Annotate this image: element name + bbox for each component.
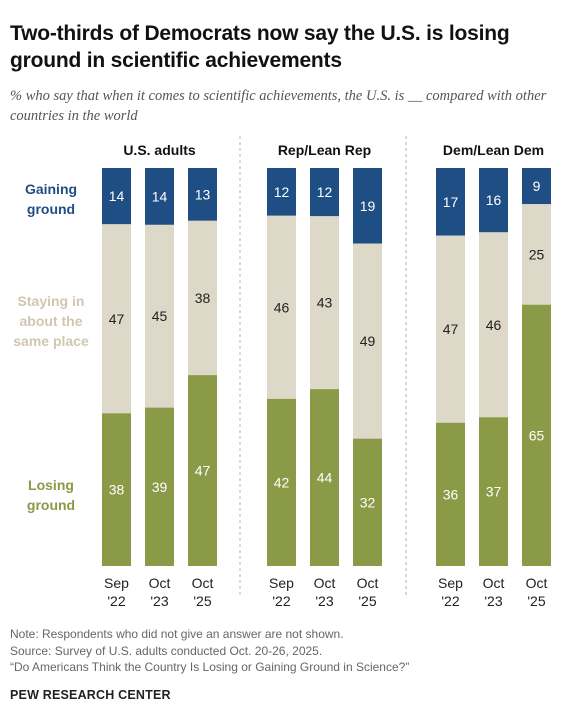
category-label: Oct bbox=[314, 575, 336, 591]
series-label-gaining: ground bbox=[27, 201, 75, 217]
bar-segment-losing bbox=[436, 422, 465, 566]
bar-segment-gaining bbox=[522, 168, 551, 205]
stacked-bar-chart: Gaining ground Staying in about the same pla… bbox=[13, 136, 551, 609]
data-label-gaining: 19 bbox=[360, 198, 376, 214]
bar-segment-staying bbox=[522, 204, 551, 305]
category-label: '23 bbox=[484, 593, 502, 609]
bar-segment-gaining bbox=[436, 168, 465, 236]
category-label: '22 bbox=[272, 593, 290, 609]
bar-segment-staying bbox=[102, 224, 131, 414]
category-label: '23 bbox=[150, 593, 168, 609]
category-label: Oct bbox=[483, 575, 505, 591]
bar-segment-gaining bbox=[188, 168, 217, 221]
data-label-gaining: 14 bbox=[109, 188, 125, 204]
bar-segment-gaining bbox=[479, 168, 508, 233]
data-label-losing: 38 bbox=[109, 482, 125, 498]
category-label: '22 bbox=[107, 593, 125, 609]
category-label: Sep bbox=[438, 575, 463, 591]
data-label-losing: 36 bbox=[443, 486, 459, 502]
data-label-losing: 44 bbox=[317, 470, 333, 486]
category-label: Oct bbox=[526, 575, 548, 591]
chart-subtitle: % who say that when it comes to scientif… bbox=[10, 88, 547, 124]
category-label: '23 bbox=[315, 593, 333, 609]
bar-segment-losing bbox=[145, 407, 174, 566]
data-label-staying: 47 bbox=[443, 321, 459, 337]
bar-segment-gaining bbox=[145, 168, 174, 225]
data-label-staying: 49 bbox=[360, 333, 376, 349]
bar-segment-losing bbox=[522, 304, 551, 566]
panel-title: Rep/Lean Rep bbox=[278, 142, 371, 158]
bar-segment-staying bbox=[353, 243, 382, 439]
data-label-staying: 25 bbox=[529, 246, 545, 262]
data-label-losing: 65 bbox=[529, 427, 545, 443]
category-label: Oct bbox=[357, 575, 379, 591]
bar-segment-losing bbox=[188, 375, 217, 566]
series-label-staying: about the bbox=[20, 313, 83, 329]
bar-segment-staying bbox=[145, 224, 174, 408]
data-label-gaining: 9 bbox=[533, 178, 541, 194]
series-label-gaining: Gaining bbox=[25, 181, 77, 197]
data-label-losing: 47 bbox=[195, 463, 211, 479]
series-label-losing: ground bbox=[27, 497, 75, 513]
data-label-losing: 32 bbox=[360, 494, 376, 510]
chart-notes: Note: Respondents who did not give an an… bbox=[10, 626, 576, 676]
bar-segment-gaining bbox=[353, 168, 382, 244]
data-label-gaining: 14 bbox=[152, 188, 168, 204]
report-title-line: “Do Americans Think the Country Is Losin… bbox=[10, 660, 410, 674]
bar-segment-losing bbox=[102, 413, 131, 566]
note-line: Note: Respondents who did not give an an… bbox=[10, 627, 344, 641]
panel-title: Dem/Lean Dem bbox=[443, 142, 544, 158]
bar-segment-staying bbox=[310, 216, 339, 390]
data-label-gaining: 12 bbox=[274, 184, 290, 200]
data-label-losing: 39 bbox=[152, 479, 168, 495]
bar-segment-losing bbox=[267, 398, 296, 566]
category-label: '25 bbox=[527, 593, 545, 609]
bar-segment-gaining bbox=[102, 168, 131, 225]
bar-segment-losing bbox=[353, 438, 382, 566]
data-label-losing: 42 bbox=[274, 474, 290, 490]
data-label-gaining: 13 bbox=[195, 186, 211, 202]
category-label: Sep bbox=[104, 575, 129, 591]
bar-segment-losing bbox=[310, 389, 339, 566]
bar-segment-losing bbox=[479, 417, 508, 566]
data-label-staying: 46 bbox=[274, 299, 290, 315]
data-label-gaining: 16 bbox=[486, 192, 502, 208]
category-label: Oct bbox=[192, 575, 214, 591]
source-line: Source: Survey of U.S. adults conducted … bbox=[10, 643, 323, 658]
bar-segment-gaining bbox=[310, 168, 339, 217]
category-label: Sep bbox=[269, 575, 294, 591]
data-label-staying: 45 bbox=[152, 308, 168, 324]
series-label-losing: Losing bbox=[28, 477, 74, 493]
data-label-staying: 43 bbox=[317, 295, 333, 311]
bar-segment-staying bbox=[436, 235, 465, 423]
category-label: '22 bbox=[441, 593, 459, 609]
bar-segment-staying bbox=[267, 215, 296, 399]
data-label-gaining: 12 bbox=[317, 184, 333, 200]
panel-title: U.S. adults bbox=[123, 142, 196, 158]
data-label-staying: 38 bbox=[195, 290, 211, 306]
series-label-staying: same place bbox=[13, 333, 89, 349]
bar-segment-staying bbox=[479, 232, 508, 418]
chart-title: Two-thirds of Democrats now say the U.S.… bbox=[10, 22, 510, 72]
bar-segment-staying bbox=[188, 220, 217, 376]
category-label: '25 bbox=[358, 593, 376, 609]
data-label-staying: 46 bbox=[486, 317, 502, 333]
data-label-staying: 47 bbox=[109, 311, 125, 327]
category-label: '25 bbox=[193, 593, 211, 609]
series-label-staying: Staying in bbox=[18, 293, 85, 309]
credit-label: PEW RESEARCH CENTER bbox=[10, 688, 171, 702]
category-label: Oct bbox=[149, 575, 171, 591]
bar-segment-gaining bbox=[267, 168, 296, 216]
data-label-losing: 37 bbox=[486, 484, 502, 500]
data-label-gaining: 17 bbox=[443, 194, 459, 210]
